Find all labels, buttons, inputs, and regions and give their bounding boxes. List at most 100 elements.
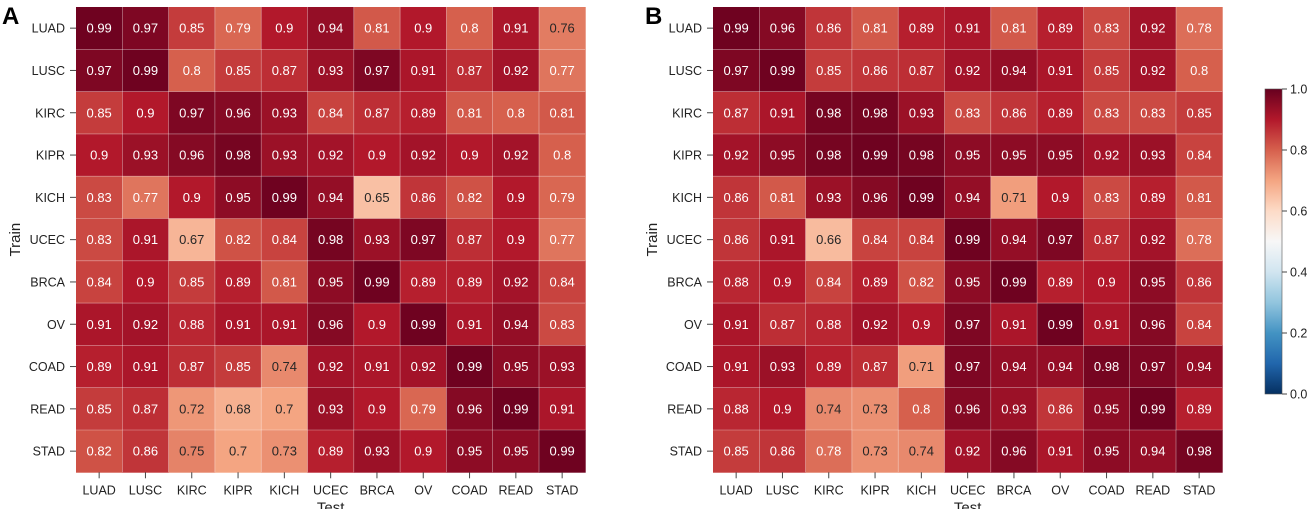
y-tick-label: KIRC xyxy=(35,106,65,120)
heatmap-cell xyxy=(492,430,540,473)
heatmap-cell xyxy=(353,49,401,92)
heatmap-cell xyxy=(713,345,760,389)
cell-value-label: 0.87 xyxy=(364,105,389,120)
cell-value-label: 0.9 xyxy=(773,401,791,416)
cell-value-label: 0.97 xyxy=(133,21,158,36)
heatmap-cell xyxy=(446,387,494,431)
cell-value-label: 0.95 xyxy=(770,148,795,163)
cell-value-label: 0.81 xyxy=(1186,190,1211,205)
cell-value-label: 0.88 xyxy=(816,317,841,332)
x-tick-label: KIRC xyxy=(814,483,844,497)
cell-value-label: 0.9 xyxy=(1098,274,1116,289)
heatmap-cell xyxy=(1083,133,1131,177)
heatmap-cell xyxy=(713,49,760,92)
cell-value-label: 0.91 xyxy=(723,359,748,374)
cell-value-label: 0.92 xyxy=(723,148,748,163)
cell-value-label: 0.81 xyxy=(1001,21,1026,36)
x-tick-label: LUSC xyxy=(766,483,799,497)
cell-value-label: 0.74 xyxy=(816,401,841,416)
heatmap-cell xyxy=(400,133,447,177)
cell-value-label: 0.91 xyxy=(1001,317,1026,332)
cell-value-label: 0.87 xyxy=(457,63,482,78)
heatmap-cell xyxy=(1083,7,1131,50)
heatmap-cell xyxy=(898,430,945,473)
y-tick-label: KICH xyxy=(35,191,65,205)
heatmap-cell xyxy=(261,176,308,219)
heatmap-cell xyxy=(713,387,760,431)
heatmap-cell xyxy=(713,218,760,262)
heatmap-cell xyxy=(1129,49,1177,92)
heatmap-cell xyxy=(851,303,899,346)
cell-value-label: 0.9 xyxy=(275,21,293,36)
cell-value-label: 0.9 xyxy=(414,21,432,36)
cell-value-label: 0.95 xyxy=(1140,274,1165,289)
cell-value-label: 0.77 xyxy=(549,232,574,247)
heatmap-cell xyxy=(307,91,355,135)
cell-value-label: 0.71 xyxy=(909,359,934,374)
y-tick-label: OV xyxy=(684,318,703,332)
cell-value-label: 0.86 xyxy=(723,232,748,247)
cell-value-label: 0.8 xyxy=(1190,63,1208,78)
cell-value-label: 0.81 xyxy=(549,105,574,120)
heatmap-cell xyxy=(759,430,806,473)
heatmap-cell xyxy=(214,260,262,304)
heatmap-cell xyxy=(1129,345,1177,389)
cell-value-label: 0.66 xyxy=(816,232,841,247)
heatmap-cell xyxy=(759,176,806,219)
heatmap-cell xyxy=(713,7,760,50)
cell-value-label: 0.73 xyxy=(862,444,887,459)
cell-value-label: 0.71 xyxy=(1001,190,1026,205)
cell-value-label: 0.91 xyxy=(549,401,574,416)
heatmap-cell xyxy=(76,49,123,92)
cell-value-label: 0.92 xyxy=(1140,21,1165,36)
cell-value-label: 0.92 xyxy=(1094,148,1119,163)
cell-value-label: 0.91 xyxy=(1048,444,1073,459)
heatmap-cell xyxy=(713,176,760,219)
cell-value-label: 0.96 xyxy=(318,317,343,332)
cell-value-label: 0.83 xyxy=(1094,21,1119,36)
heatmap-cell xyxy=(539,345,586,389)
heatmap-cell xyxy=(168,387,216,431)
cell-value-label: 0.99 xyxy=(723,21,748,36)
heatmap-cell xyxy=(851,430,899,473)
heatmap-cell xyxy=(307,7,355,50)
heatmap-cell xyxy=(446,303,494,346)
cell-value-label: 0.8 xyxy=(507,105,525,120)
heatmap-cell xyxy=(261,303,308,346)
cell-value-label: 0.81 xyxy=(862,21,887,36)
heatmap-cell xyxy=(261,387,308,431)
heatmap-cell xyxy=(122,303,169,346)
heatmap-cell xyxy=(76,218,123,262)
x-tick-label: READ xyxy=(498,483,533,497)
cell-value-label: 0.93 xyxy=(1001,401,1026,416)
heatmap-cell xyxy=(944,218,992,262)
cell-value-label: 0.79 xyxy=(411,401,436,416)
heatmap-cell xyxy=(307,260,355,304)
cell-value-label: 0.98 xyxy=(909,148,934,163)
cell-value-label: 0.94 xyxy=(1140,444,1165,459)
cell-value-label: 0.95 xyxy=(1094,444,1119,459)
cell-value-label: 0.99 xyxy=(364,274,389,289)
heatmap-cell xyxy=(446,49,494,92)
cell-value-label: 0.91 xyxy=(723,317,748,332)
heatmap-cell xyxy=(1176,345,1223,389)
cell-value-label: 0.98 xyxy=(318,232,343,247)
heatmap-cell xyxy=(122,430,169,473)
cell-value-label: 0.86 xyxy=(1048,401,1073,416)
y-tick-label: KIPR xyxy=(673,149,702,163)
heatmap-cell xyxy=(990,176,1038,219)
heatmap-cell xyxy=(990,430,1038,473)
cell-value-label: 0.86 xyxy=(133,444,158,459)
heatmap-cell xyxy=(400,49,447,92)
cell-value-label: 0.96 xyxy=(1140,317,1165,332)
heatmap-cell xyxy=(1176,260,1223,304)
cell-value-label: 0.87 xyxy=(862,359,887,374)
cell-value-label: 0.77 xyxy=(133,190,158,205)
cell-value-label: 0.82 xyxy=(225,232,250,247)
heatmap-cell xyxy=(1129,303,1177,346)
y-tick-label: READ xyxy=(30,402,65,416)
heatmap-cell xyxy=(713,260,760,304)
cell-value-label: 0.93 xyxy=(1140,148,1165,163)
x-tick-label: COAD xyxy=(1088,483,1124,497)
